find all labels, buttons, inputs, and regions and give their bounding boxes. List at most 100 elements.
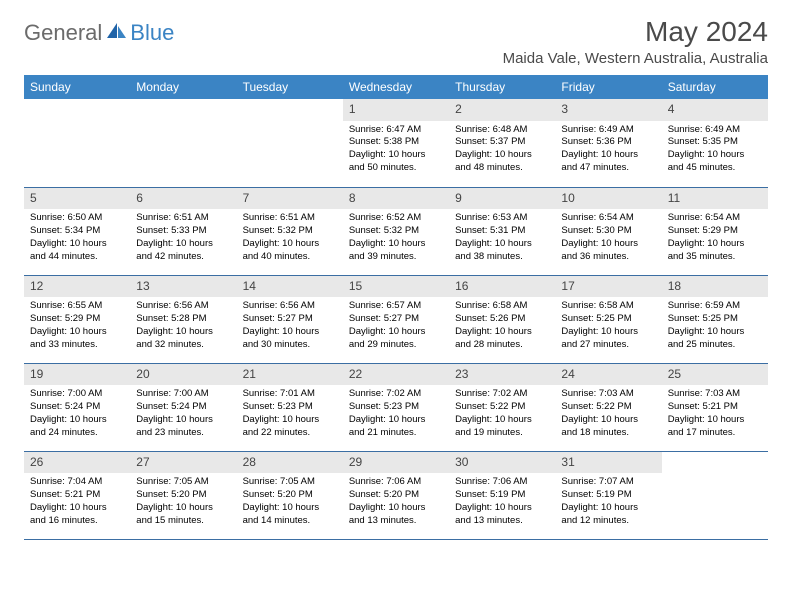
calendar-day-cell: 21Sunrise: 7:01 AMSunset: 5:23 PMDayligh…: [237, 363, 343, 451]
day-number: 3: [555, 99, 661, 121]
day-details: Sunrise: 6:47 AMSunset: 5:38 PMDaylight:…: [343, 121, 449, 179]
calendar-week-row: 19Sunrise: 7:00 AMSunset: 5:24 PMDayligh…: [24, 363, 768, 451]
day-number: 17: [555, 276, 661, 298]
day-details: Sunrise: 7:06 AMSunset: 5:20 PMDaylight:…: [343, 473, 449, 531]
calendar-body: 1Sunrise: 6:47 AMSunset: 5:38 PMDaylight…: [24, 99, 768, 539]
calendar-day-cell: 15Sunrise: 6:57 AMSunset: 5:27 PMDayligh…: [343, 275, 449, 363]
day-number: 23: [449, 364, 555, 386]
calendar-day-cell: 23Sunrise: 7:02 AMSunset: 5:22 PMDayligh…: [449, 363, 555, 451]
weekday-header: Sunday: [24, 75, 130, 99]
calendar-day-cell: 12Sunrise: 6:55 AMSunset: 5:29 PMDayligh…: [24, 275, 130, 363]
day-details: Sunrise: 7:06 AMSunset: 5:19 PMDaylight:…: [449, 473, 555, 531]
calendar-day-cell: [24, 99, 130, 187]
calendar-table: SundayMondayTuesdayWednesdayThursdayFrid…: [24, 75, 768, 540]
day-number: 24: [555, 364, 661, 386]
day-number: 8: [343, 188, 449, 210]
location-text: Maida Vale, Western Australia, Australia: [503, 50, 768, 67]
calendar-week-row: 1Sunrise: 6:47 AMSunset: 5:38 PMDaylight…: [24, 99, 768, 187]
day-number: 28: [237, 452, 343, 474]
logo-text-general: General: [24, 20, 102, 46]
calendar-day-cell: 7Sunrise: 6:51 AMSunset: 5:32 PMDaylight…: [237, 187, 343, 275]
day-number: 10: [555, 188, 661, 210]
day-number: 9: [449, 188, 555, 210]
calendar-day-cell: 10Sunrise: 6:54 AMSunset: 5:30 PMDayligh…: [555, 187, 661, 275]
day-details: Sunrise: 6:49 AMSunset: 5:35 PMDaylight:…: [662, 121, 768, 179]
day-details: Sunrise: 6:58 AMSunset: 5:25 PMDaylight:…: [555, 297, 661, 355]
calendar-day-cell: 18Sunrise: 6:59 AMSunset: 5:25 PMDayligh…: [662, 275, 768, 363]
calendar-day-cell: 22Sunrise: 7:02 AMSunset: 5:23 PMDayligh…: [343, 363, 449, 451]
day-number: 19: [24, 364, 130, 386]
day-details: Sunrise: 7:04 AMSunset: 5:21 PMDaylight:…: [24, 473, 130, 531]
day-number: 29: [343, 452, 449, 474]
header: General Blue May 2024 Maida Vale, Wester…: [24, 16, 768, 67]
logo: General Blue: [24, 20, 174, 46]
calendar-day-cell: 26Sunrise: 7:04 AMSunset: 5:21 PMDayligh…: [24, 451, 130, 539]
day-number: 27: [130, 452, 236, 474]
calendar-day-cell: 27Sunrise: 7:05 AMSunset: 5:20 PMDayligh…: [130, 451, 236, 539]
logo-text-blue: Blue: [130, 20, 174, 46]
calendar-day-cell: 11Sunrise: 6:54 AMSunset: 5:29 PMDayligh…: [662, 187, 768, 275]
day-details: Sunrise: 6:54 AMSunset: 5:29 PMDaylight:…: [662, 209, 768, 267]
day-details: Sunrise: 6:50 AMSunset: 5:34 PMDaylight:…: [24, 209, 130, 267]
day-number: 14: [237, 276, 343, 298]
calendar-day-cell: 3Sunrise: 6:49 AMSunset: 5:36 PMDaylight…: [555, 99, 661, 187]
day-details: Sunrise: 6:51 AMSunset: 5:33 PMDaylight:…: [130, 209, 236, 267]
calendar-day-cell: [130, 99, 236, 187]
calendar-day-cell: 28Sunrise: 7:05 AMSunset: 5:20 PMDayligh…: [237, 451, 343, 539]
calendar-day-cell: 25Sunrise: 7:03 AMSunset: 5:21 PMDayligh…: [662, 363, 768, 451]
day-details: Sunrise: 6:53 AMSunset: 5:31 PMDaylight:…: [449, 209, 555, 267]
calendar-day-cell: 13Sunrise: 6:56 AMSunset: 5:28 PMDayligh…: [130, 275, 236, 363]
calendar-day-cell: [662, 451, 768, 539]
day-number: 18: [662, 276, 768, 298]
day-number: 7: [237, 188, 343, 210]
day-number: 1: [343, 99, 449, 121]
day-details: Sunrise: 7:02 AMSunset: 5:22 PMDaylight:…: [449, 385, 555, 443]
calendar-day-cell: 5Sunrise: 6:50 AMSunset: 5:34 PMDaylight…: [24, 187, 130, 275]
day-details: Sunrise: 7:00 AMSunset: 5:24 PMDaylight:…: [24, 385, 130, 443]
day-number: 22: [343, 364, 449, 386]
day-details: Sunrise: 6:49 AMSunset: 5:36 PMDaylight:…: [555, 121, 661, 179]
day-number: 2: [449, 99, 555, 121]
calendar-day-cell: 29Sunrise: 7:06 AMSunset: 5:20 PMDayligh…: [343, 451, 449, 539]
day-details: Sunrise: 7:07 AMSunset: 5:19 PMDaylight:…: [555, 473, 661, 531]
day-details: Sunrise: 6:51 AMSunset: 5:32 PMDaylight:…: [237, 209, 343, 267]
calendar-week-row: 12Sunrise: 6:55 AMSunset: 5:29 PMDayligh…: [24, 275, 768, 363]
day-number: 12: [24, 276, 130, 298]
weekday-header: Friday: [555, 75, 661, 99]
calendar-day-cell: 9Sunrise: 6:53 AMSunset: 5:31 PMDaylight…: [449, 187, 555, 275]
month-title: May 2024: [503, 16, 768, 48]
day-details: Sunrise: 7:03 AMSunset: 5:22 PMDaylight:…: [555, 385, 661, 443]
day-details: Sunrise: 6:54 AMSunset: 5:30 PMDaylight:…: [555, 209, 661, 267]
weekday-header: Tuesday: [237, 75, 343, 99]
sail-icon: [106, 22, 128, 45]
weekday-header: Thursday: [449, 75, 555, 99]
calendar-day-cell: 30Sunrise: 7:06 AMSunset: 5:19 PMDayligh…: [449, 451, 555, 539]
calendar-day-cell: 16Sunrise: 6:58 AMSunset: 5:26 PMDayligh…: [449, 275, 555, 363]
day-details: Sunrise: 7:00 AMSunset: 5:24 PMDaylight:…: [130, 385, 236, 443]
weekday-header: Saturday: [662, 75, 768, 99]
day-details: Sunrise: 6:52 AMSunset: 5:32 PMDaylight:…: [343, 209, 449, 267]
day-number: 15: [343, 276, 449, 298]
day-details: Sunrise: 6:59 AMSunset: 5:25 PMDaylight:…: [662, 297, 768, 355]
day-details: Sunrise: 7:01 AMSunset: 5:23 PMDaylight:…: [237, 385, 343, 443]
day-number: 20: [130, 364, 236, 386]
day-details: Sunrise: 7:05 AMSunset: 5:20 PMDaylight:…: [237, 473, 343, 531]
day-number: 25: [662, 364, 768, 386]
day-number: 31: [555, 452, 661, 474]
day-details: Sunrise: 6:57 AMSunset: 5:27 PMDaylight:…: [343, 297, 449, 355]
day-number: 11: [662, 188, 768, 210]
weekday-header-row: SundayMondayTuesdayWednesdayThursdayFrid…: [24, 75, 768, 99]
weekday-header: Monday: [130, 75, 236, 99]
day-number: 26: [24, 452, 130, 474]
calendar-day-cell: 20Sunrise: 7:00 AMSunset: 5:24 PMDayligh…: [130, 363, 236, 451]
calendar-day-cell: 4Sunrise: 6:49 AMSunset: 5:35 PMDaylight…: [662, 99, 768, 187]
day-number: 13: [130, 276, 236, 298]
calendar-day-cell: 1Sunrise: 6:47 AMSunset: 5:38 PMDaylight…: [343, 99, 449, 187]
day-number: 5: [24, 188, 130, 210]
calendar-day-cell: 19Sunrise: 7:00 AMSunset: 5:24 PMDayligh…: [24, 363, 130, 451]
day-details: Sunrise: 7:02 AMSunset: 5:23 PMDaylight:…: [343, 385, 449, 443]
day-details: Sunrise: 7:03 AMSunset: 5:21 PMDaylight:…: [662, 385, 768, 443]
day-number: 4: [662, 99, 768, 121]
title-block: May 2024 Maida Vale, Western Australia, …: [503, 16, 768, 67]
calendar-day-cell: 31Sunrise: 7:07 AMSunset: 5:19 PMDayligh…: [555, 451, 661, 539]
